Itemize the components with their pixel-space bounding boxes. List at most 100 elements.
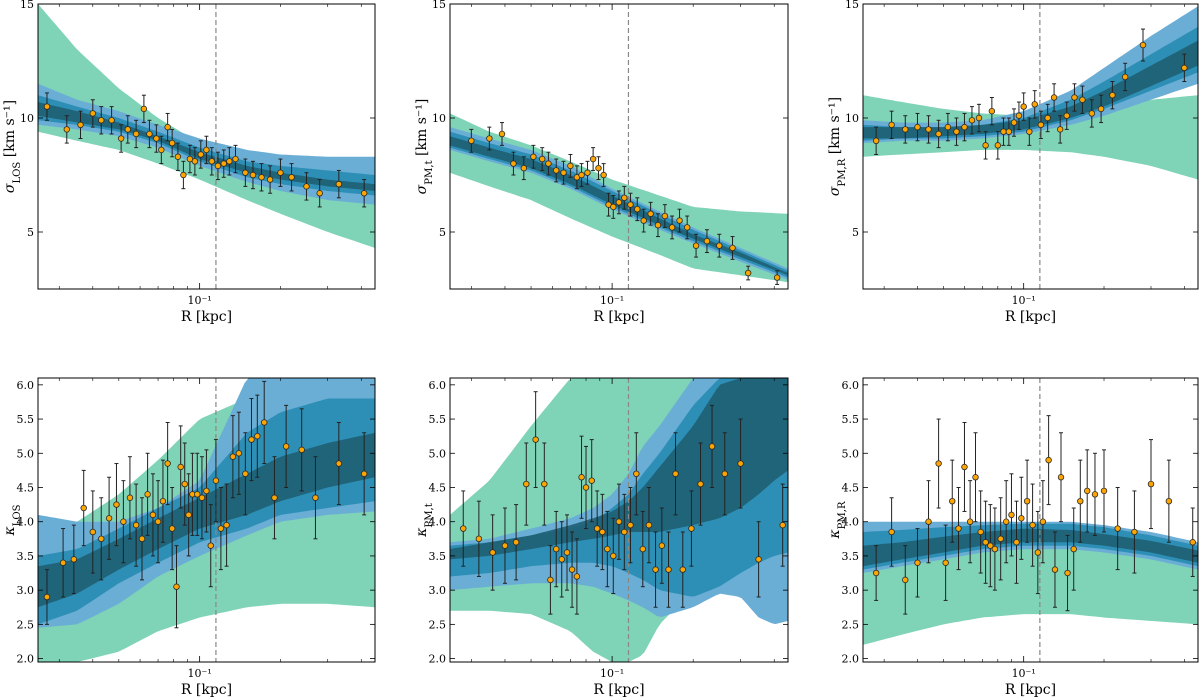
y-tick-label: 4.0 bbox=[842, 516, 860, 529]
data-point bbox=[89, 110, 96, 117]
axes-frame bbox=[37, 3, 376, 290]
data-point bbox=[164, 123, 171, 131]
y-axis-label: κPM,t bbox=[414, 503, 435, 538]
data-point bbox=[249, 171, 257, 179]
data-point bbox=[953, 128, 960, 135]
data-point bbox=[679, 566, 686, 573]
data-point bbox=[593, 525, 601, 532]
y-tick-label: 5 bbox=[852, 226, 859, 239]
y-tick-label: 6.0 bbox=[842, 379, 860, 392]
data-point bbox=[949, 497, 956, 505]
data-point bbox=[1005, 128, 1013, 135]
data-point bbox=[335, 180, 343, 188]
data-point bbox=[261, 419, 268, 426]
plot-area bbox=[38, 378, 375, 662]
data-point bbox=[1037, 121, 1045, 129]
data-point bbox=[697, 480, 704, 488]
y-tick-label: 10 bbox=[20, 112, 34, 125]
plot-area bbox=[450, 4, 788, 289]
data-point bbox=[168, 139, 176, 147]
data-point bbox=[191, 158, 199, 165]
data-point bbox=[335, 460, 343, 467]
data-point bbox=[683, 224, 691, 231]
data-point bbox=[510, 160, 517, 167]
data-point bbox=[647, 210, 654, 217]
x-tick-label: 10⁻¹ bbox=[600, 667, 624, 680]
data-point bbox=[117, 135, 125, 142]
data-point bbox=[207, 542, 214, 549]
data-point bbox=[113, 501, 120, 508]
data-point bbox=[1100, 487, 1108, 495]
data-point bbox=[271, 494, 278, 501]
data-point bbox=[149, 511, 157, 519]
y-tick-label: 4.5 bbox=[842, 481, 860, 494]
axes-frame bbox=[37, 377, 376, 663]
data-point bbox=[181, 480, 188, 488]
data-point bbox=[298, 446, 305, 454]
data-point bbox=[665, 566, 672, 573]
y-tick-label: 15 bbox=[432, 0, 446, 11]
data-point bbox=[63, 126, 70, 133]
data-point bbox=[486, 135, 493, 142]
data-point bbox=[902, 126, 909, 133]
data-point bbox=[994, 142, 1002, 149]
x-tick-label: 10⁻¹ bbox=[1012, 667, 1036, 680]
data-point bbox=[1023, 497, 1031, 505]
y-tick-label: 4.5 bbox=[17, 481, 35, 494]
data-point bbox=[744, 269, 752, 277]
y-tick-label: 15 bbox=[845, 0, 859, 11]
data-point bbox=[153, 135, 160, 142]
y-tick-label: 5.0 bbox=[842, 447, 860, 460]
y-tick-label: 6.0 bbox=[429, 379, 447, 392]
data-point bbox=[935, 130, 942, 138]
y-axis-label: κLOS bbox=[2, 504, 23, 536]
data-point bbox=[652, 566, 659, 573]
data-point bbox=[89, 528, 96, 536]
y-tick-label: 3.5 bbox=[17, 550, 35, 563]
data-point bbox=[888, 121, 895, 129]
data-point bbox=[545, 160, 552, 167]
data-point bbox=[173, 583, 180, 590]
data-point bbox=[208, 158, 216, 165]
y-tick-label: 5.0 bbox=[17, 447, 35, 460]
data-point bbox=[164, 460, 171, 467]
data-point bbox=[140, 105, 148, 113]
data-point bbox=[158, 146, 165, 154]
data-point bbox=[159, 497, 167, 505]
data-point bbox=[599, 528, 606, 536]
data-point bbox=[185, 511, 192, 519]
data-point bbox=[138, 535, 146, 543]
data-point bbox=[1109, 91, 1116, 99]
data-point bbox=[1045, 456, 1052, 464]
y-tick-label: 2.5 bbox=[429, 618, 447, 631]
y-tick-label: 5.5 bbox=[429, 413, 447, 426]
data-point bbox=[217, 525, 225, 532]
plot-area bbox=[38, 4, 375, 289]
data-point bbox=[108, 117, 115, 124]
data-point bbox=[126, 494, 134, 501]
y-axis-label: σPM,t [km s⁻¹] bbox=[414, 99, 435, 195]
data-point bbox=[242, 169, 249, 176]
data-point bbox=[203, 487, 210, 495]
data-point bbox=[604, 545, 611, 553]
data-point bbox=[43, 103, 51, 110]
x-tick-label: 10⁻¹ bbox=[600, 294, 624, 307]
data-point bbox=[955, 525, 962, 532]
data-point bbox=[688, 525, 695, 532]
data-point bbox=[248, 436, 255, 443]
panel-sigma_PM_t: 5 10 15 10⁻¹ R [kpc] σPM,t [km s⁻¹] bbox=[414, 0, 789, 325]
y-tick-label: 2.0 bbox=[17, 653, 35, 666]
data-point bbox=[144, 491, 151, 498]
data-point bbox=[988, 107, 996, 115]
plot-area bbox=[863, 4, 1198, 289]
band-dark bbox=[863, 528, 1198, 567]
data-point bbox=[1002, 518, 1010, 525]
x-tick-label: 10⁻¹ bbox=[188, 667, 212, 680]
y-tick-label: 10 bbox=[432, 112, 446, 125]
data-point bbox=[539, 155, 546, 163]
data-point bbox=[755, 556, 762, 563]
data-point bbox=[1181, 64, 1188, 72]
data-point bbox=[177, 463, 184, 471]
data-point bbox=[925, 518, 932, 525]
